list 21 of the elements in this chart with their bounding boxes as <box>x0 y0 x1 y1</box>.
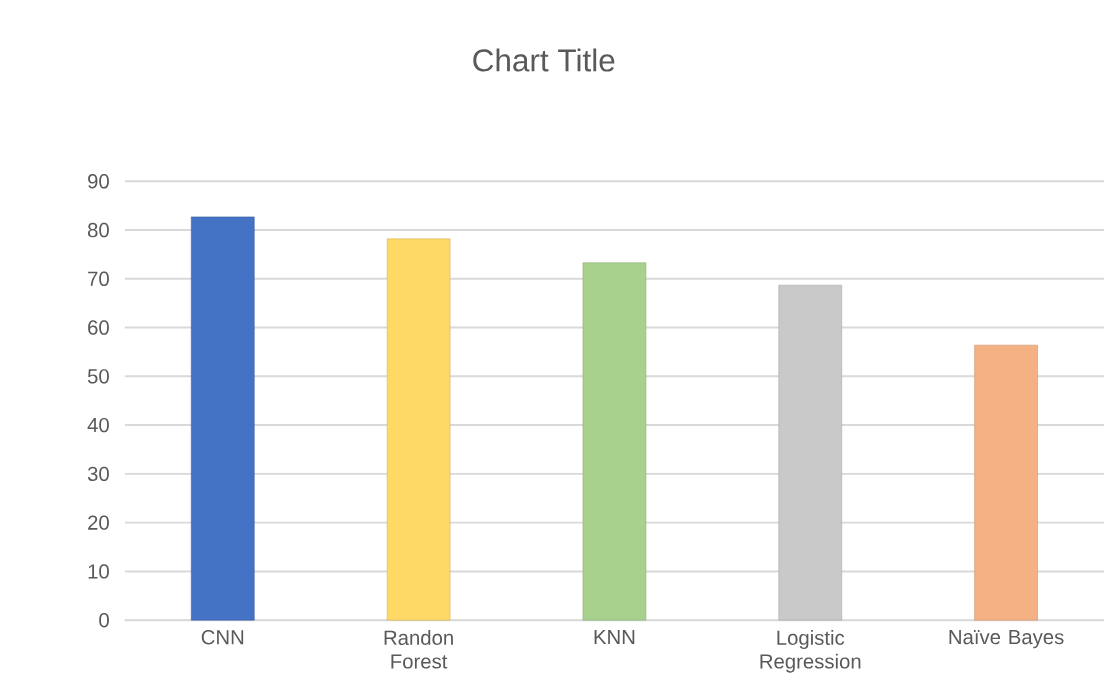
y-tick-label: 30 <box>87 466 109 482</box>
x-tick-label: CNN <box>201 630 244 645</box>
x-tick-label: KNN <box>594 630 635 645</box>
y-tick-label: 0 <box>99 612 109 628</box>
bar <box>191 216 255 621</box>
chart-title: Chart Title <box>473 48 615 72</box>
y-tick-label: 90 <box>88 174 109 189</box>
bar <box>974 344 1038 621</box>
y-tick-label: 50 <box>87 369 109 384</box>
y-tick-label: 80 <box>87 222 109 238</box>
y-tick-label: 40 <box>87 417 109 433</box>
y-tick-label: 10 <box>88 564 109 579</box>
y-tick-label: 20 <box>88 515 109 530</box>
x-tick-label: Logistic Regression <box>760 630 861 673</box>
bar <box>778 284 843 621</box>
y-tick-label: 60 <box>88 320 109 335</box>
bar <box>582 262 647 621</box>
x-tick-label: Randon Forest <box>384 630 453 669</box>
y-tick-label: 70 <box>88 271 109 287</box>
x-tick-label: Naïve Bayes <box>949 630 1064 649</box>
bar <box>386 238 451 621</box>
